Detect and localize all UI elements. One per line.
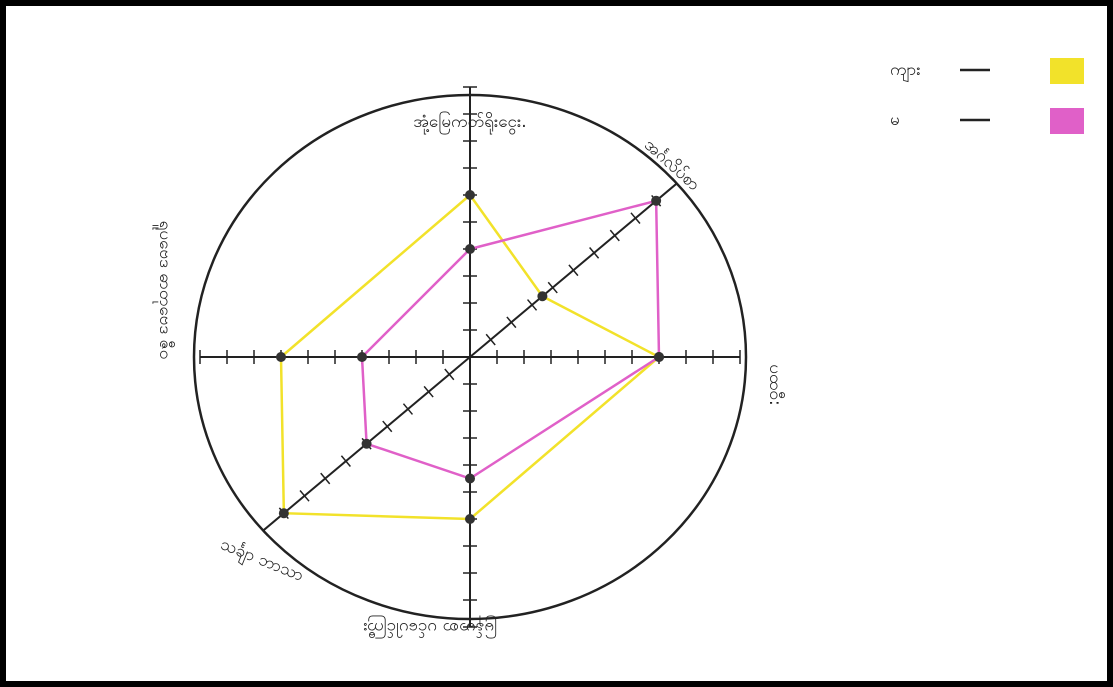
legend-label: ကျား xyxy=(890,60,921,83)
data-point xyxy=(465,244,475,254)
legend-swatch xyxy=(1050,108,1084,134)
category-label: အုံ့မြေကတ်ရိုးငွေး. xyxy=(413,110,526,135)
data-point xyxy=(654,352,664,362)
data-point xyxy=(465,190,475,200)
data-point xyxy=(537,291,547,301)
category-label: မြန်မာစာ ပင်ပေါင်ကြီး xyxy=(363,615,497,640)
data-point xyxy=(276,352,286,362)
category-label: ပထဝီ: xyxy=(765,364,785,405)
legend-swatch xyxy=(1050,58,1084,84)
category-label: ရူပဗေဒ ဓာတုဗေဒ ဇီဝ xyxy=(152,221,175,360)
data-point xyxy=(357,352,367,362)
data-point xyxy=(362,439,372,449)
data-point xyxy=(465,514,475,524)
legend-label: မ xyxy=(890,110,900,130)
chart: အုံ့မြေကတ်ရိုးငွေး.အင်္ဂလိပ်စာပထဝီ:မြန်မ… xyxy=(0,0,1113,687)
data-point xyxy=(651,196,661,206)
data-point xyxy=(465,474,475,484)
data-point xyxy=(279,508,289,518)
